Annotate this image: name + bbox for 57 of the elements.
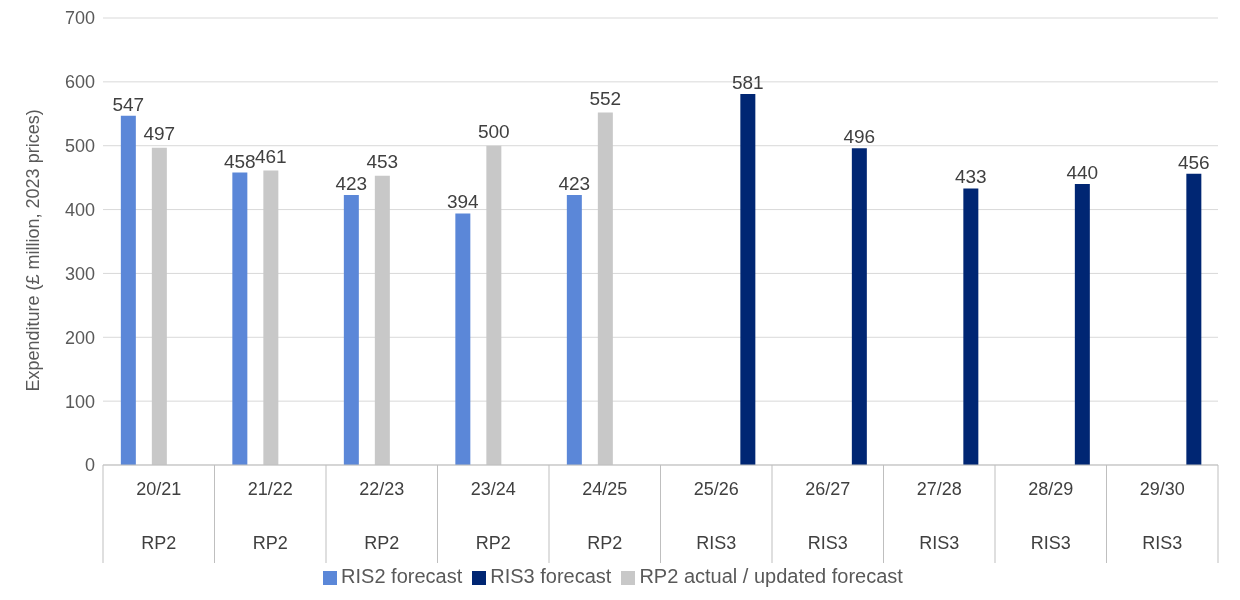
y-axis-title: Expenditure (£ million, 2023 prices): [23, 109, 44, 392]
data-label: 423: [558, 172, 591, 194]
legend-label: RP2 actual / updated forecast: [639, 565, 903, 587]
text: RP2: [475, 533, 511, 553]
y-tick-label: 600: [64, 72, 95, 93]
data-label: 547: [112, 93, 145, 115]
bar: [232, 172, 248, 465]
data-label: 433: [954, 166, 987, 188]
text: RP2: [141, 533, 177, 553]
bar: [740, 93, 756, 465]
data-label: 456: [1177, 151, 1210, 173]
data-label: 440: [1066, 162, 1099, 184]
text: RIS3: [1142, 533, 1183, 553]
y-tick-label: 100: [64, 391, 95, 412]
bar: [1074, 184, 1090, 465]
legend-label: RIS2 forecast: [341, 565, 463, 587]
data-label: 461: [254, 145, 287, 167]
bar: [1186, 173, 1202, 465]
x-tick-label: 25/26: [693, 479, 739, 499]
data-label: 496: [843, 126, 876, 148]
x-tick-label: 20/21: [136, 479, 182, 499]
y-tick-label: 700: [64, 8, 95, 29]
data-label: 423: [335, 172, 368, 194]
x-tick-label: 22/23: [359, 479, 405, 499]
x-tick-label: 26/27: [805, 479, 851, 499]
bar: [343, 194, 359, 465]
text: RIS3: [919, 533, 960, 553]
y-tick-label: 0: [84, 455, 95, 476]
bar: [851, 148, 867, 465]
x-tick-label: 29/30: [1139, 479, 1185, 499]
text: RIS3: [1030, 533, 1071, 553]
data-label: 394: [446, 191, 480, 213]
data-label: 500: [477, 120, 510, 142]
text: RP2: [587, 533, 623, 553]
text: RIS3: [696, 533, 737, 553]
y-tick-label: 500: [64, 136, 95, 157]
x-tick-label: 21/22: [247, 479, 293, 499]
y-tick-label: 400: [64, 199, 95, 220]
bar: [566, 194, 582, 465]
bar: [120, 115, 136, 465]
data-label: 453: [366, 150, 399, 172]
data-label: 458: [223, 150, 256, 172]
x-tick-label: 23/24: [470, 479, 516, 499]
x-tick-label: 24/25: [582, 479, 628, 499]
data-label: 497: [143, 122, 176, 144]
text: RP2: [252, 533, 288, 553]
y-tick-label: 200: [64, 327, 95, 348]
y-tick-label: 300: [64, 263, 95, 284]
data-label: 581: [731, 71, 764, 93]
bar: [963, 188, 979, 465]
x-tick-label: 28/29: [1028, 479, 1074, 499]
text: RP2: [364, 533, 400, 553]
legend-label: RIS3 forecast: [490, 565, 612, 587]
bar: [455, 213, 471, 465]
x-tick-label: 27/28: [916, 479, 962, 499]
data-label: 552: [589, 87, 622, 109]
text: RIS3: [807, 533, 848, 553]
